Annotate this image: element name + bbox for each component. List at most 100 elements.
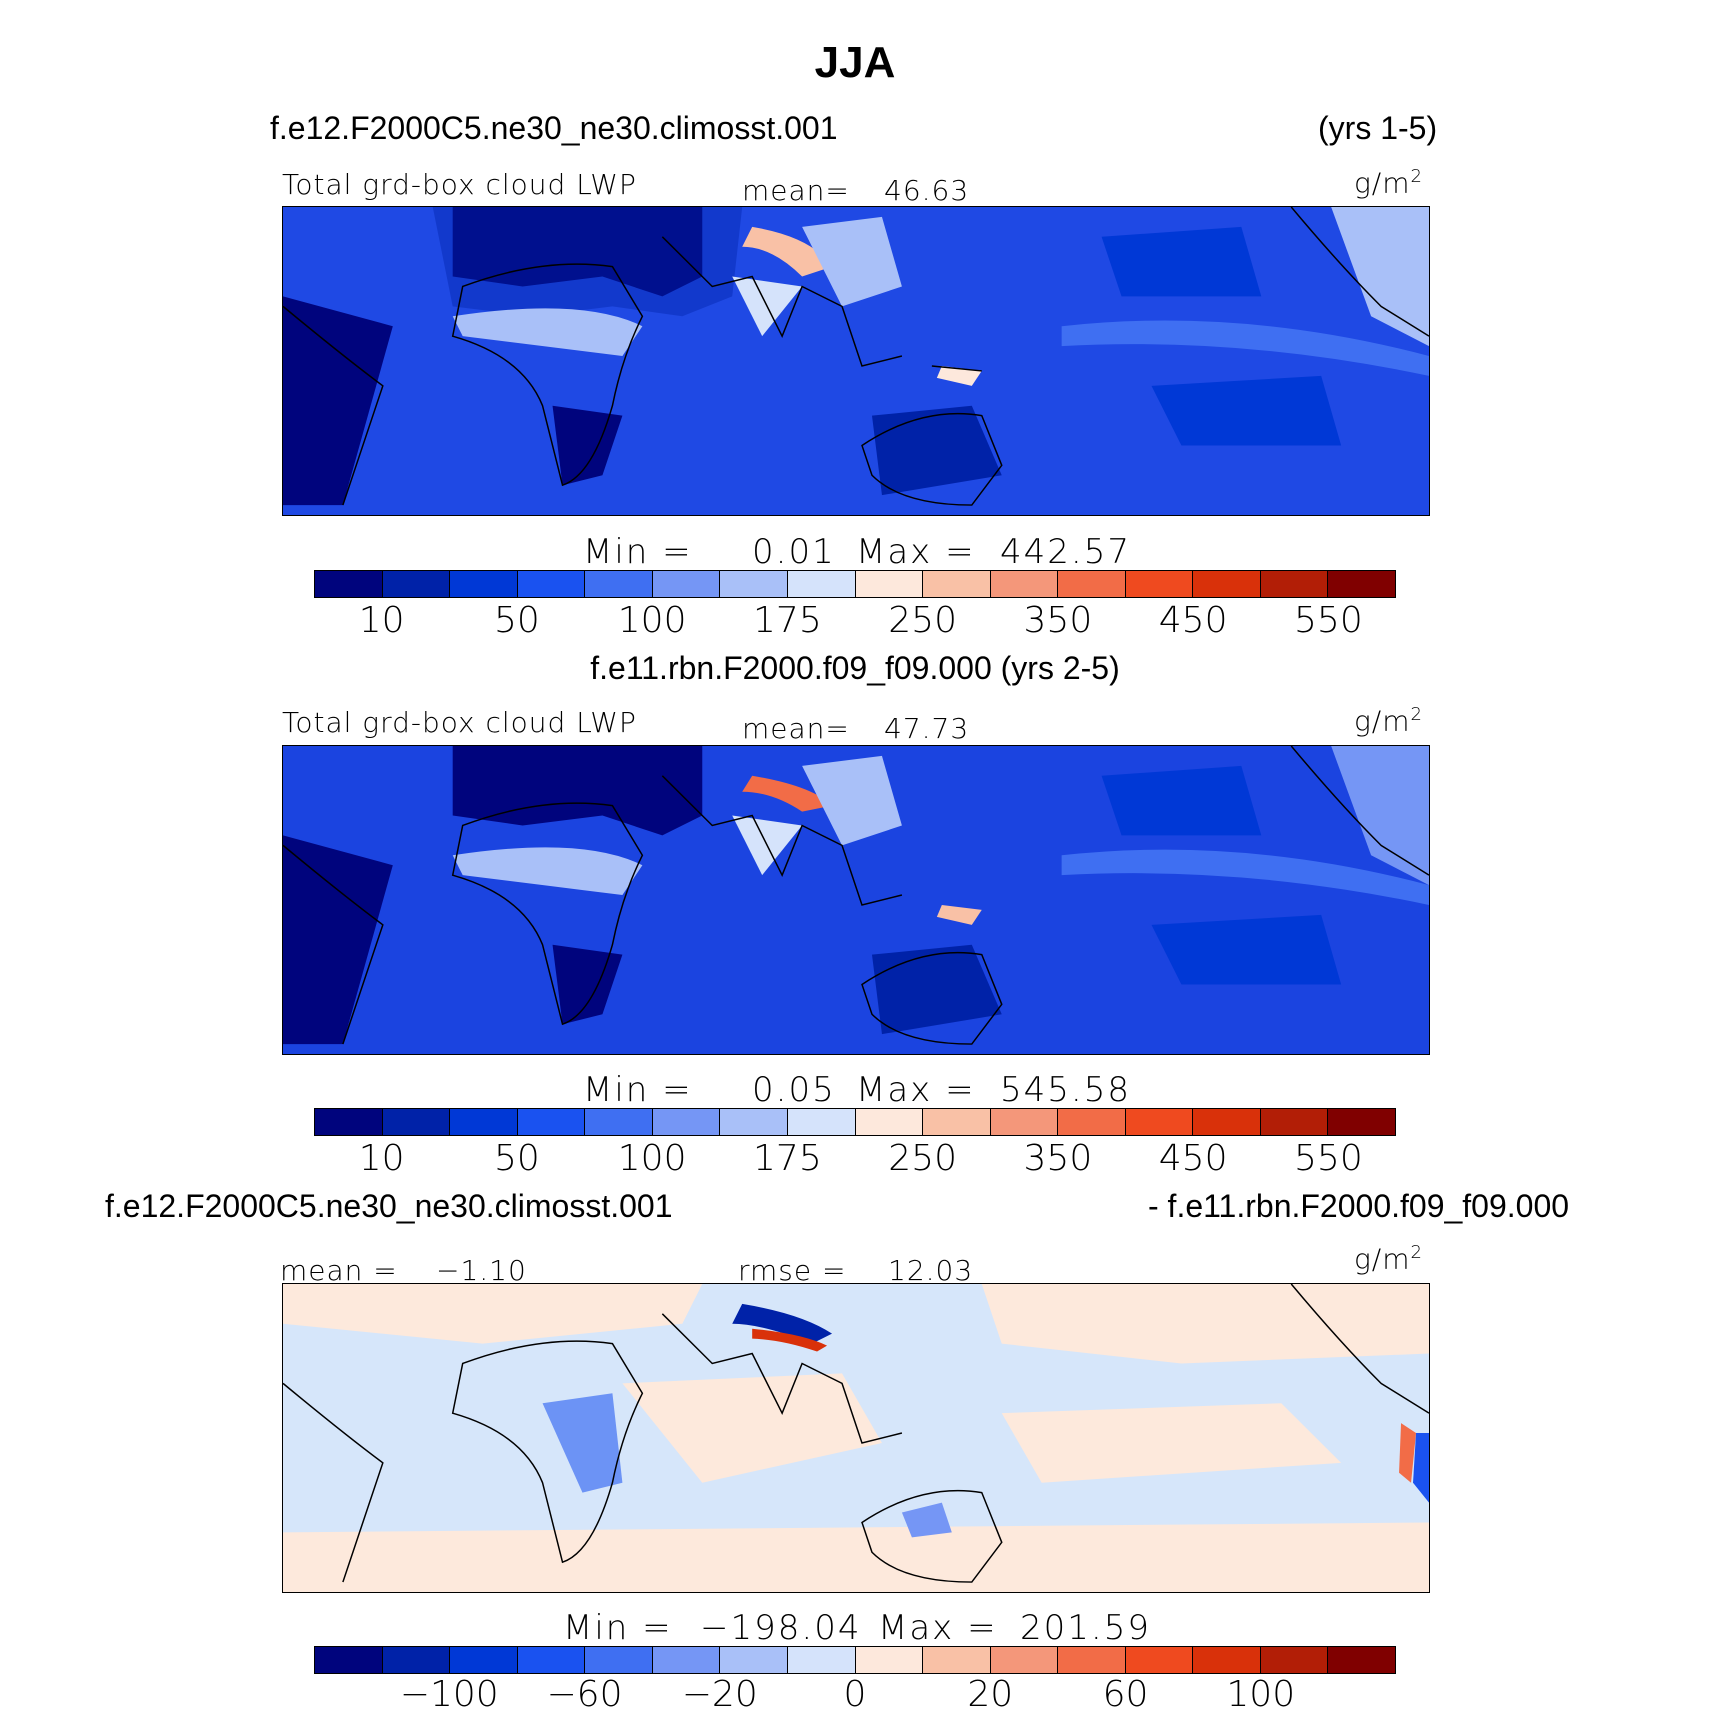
panel1-se-pacific (1151, 375, 1342, 446)
panel1-min-value: 0.01 (752, 532, 836, 572)
panel1-map (282, 206, 1430, 516)
panel1-africa-sahel (452, 308, 643, 357)
panel3-mean-label: mean = (280, 1254, 398, 1287)
colorbar-swatch-0 (315, 571, 383, 597)
colorbar-swatch-7 (787, 1647, 856, 1673)
panel2-africa-sahel (452, 847, 643, 896)
panel2-map (282, 745, 1430, 1055)
colorbar-swatch-5 (652, 1647, 721, 1673)
colorbar-tick-label: 450 (1158, 600, 1228, 641)
colorbar-swatch-2 (450, 1109, 518, 1135)
diff-case-a: f.e12.F2000C5.ne30_ne30.climosst.001 (105, 1188, 673, 1224)
colorbar-swatch-11 (1058, 1647, 1126, 1673)
colorbar-swatch-5 (652, 571, 721, 597)
diff-case-b: - f.e11.rbn.F2000.f09_f09.000 (1148, 1188, 1570, 1224)
colorbar-tick-label: −60 (546, 1674, 623, 1715)
panel3-himalaya-neg (732, 1303, 833, 1344)
panel2-png (936, 904, 982, 925)
colorbar-swatch-11 (1058, 1109, 1126, 1135)
colorbar-swatch-2 (450, 1647, 518, 1673)
top-case-years: (yrs 1-5) (1318, 110, 1438, 146)
panel1-america (1331, 207, 1429, 347)
colorbar-swatch-0 (315, 1109, 383, 1135)
panel2-america (1331, 746, 1429, 886)
panel1-map-svg (283, 207, 1429, 515)
colorbar-swatch-9 (923, 1647, 991, 1673)
panel1-units: g/m2 (1354, 166, 1423, 200)
panel1-png (936, 365, 982, 386)
panel2-max-value: 545.58 (1000, 1070, 1131, 1110)
colorbar-swatch-14 (1260, 1647, 1329, 1673)
colorbar-swatch-6 (720, 1647, 788, 1673)
colorbar-swatch-3 (517, 1647, 586, 1673)
panel3-australia-neg (901, 1502, 952, 1538)
colorbar-swatch-2 (450, 571, 518, 597)
colorbar-swatch-0 (315, 1647, 383, 1673)
colorbar-swatch-13 (1193, 1647, 1261, 1673)
colorbar-swatch-14 (1260, 1109, 1329, 1135)
colorbar-swatch-10 (990, 571, 1059, 597)
panel1-min-label: Min = (583, 532, 693, 572)
panel1-south-america (283, 296, 393, 506)
colorbar-swatch-5 (652, 1109, 721, 1135)
panel2-ne-pacific (1101, 765, 1262, 836)
colorbar-tick-label: 175 (753, 1138, 822, 1179)
panel3-mean-value: −1.10 (436, 1254, 527, 1287)
panel3-america-neg (1413, 1433, 1429, 1503)
colorbar-tick-label: 0 (843, 1674, 867, 1715)
colorbar-swatch-14 (1260, 571, 1329, 597)
colorbar-swatch-8 (855, 571, 924, 597)
colorbar-swatch-10 (990, 1647, 1059, 1673)
colorbar-tick-label: 20 (967, 1674, 1014, 1715)
colorbar-tick-label: 350 (1023, 600, 1093, 641)
colorbar-swatch-15 (1328, 571, 1395, 597)
colorbar-swatch-8 (855, 1647, 924, 1673)
panel3-himalaya-pos (752, 1328, 828, 1352)
colorbar-swatch-1 (382, 1109, 451, 1135)
colorbar-swatch-12 (1125, 1109, 1194, 1135)
colorbar-tick-label: 100 (617, 600, 687, 641)
panel3-warm-indian (622, 1373, 882, 1483)
colorbar-tick-label: −20 (681, 1674, 758, 1715)
colorbar-swatch-13 (1193, 1109, 1261, 1135)
colorbar-tick-label: 50 (493, 600, 540, 641)
panel3-america-pos (1399, 1423, 1417, 1483)
panel3-warm-south (283, 1522, 1429, 1592)
panel2-min-label: Min = (583, 1070, 693, 1110)
panel1-dry-sahara (452, 207, 703, 297)
panel1-dry-sahara-inner (432, 207, 743, 317)
colorbar-tick-label: 550 (1294, 600, 1363, 641)
colorbar-swatch-10 (990, 1109, 1059, 1135)
panel1-asia-band (802, 216, 902, 307)
panel1-max-label: Max = (856, 532, 976, 572)
panel1-mean-value: 46.63 (884, 174, 970, 207)
panel1-mean-label: mean= (742, 174, 850, 207)
colorbar-swatch-7 (787, 1109, 856, 1135)
colorbar-tick-label: 175 (753, 600, 822, 641)
panel1-max-value: 442.57 (1000, 532, 1131, 572)
panel3-max-label: Max = (878, 1608, 998, 1648)
panel1-coastlines (283, 207, 1429, 506)
colorbar-tick-label: 60 (1102, 1674, 1149, 1715)
panel2-colorbar (314, 1108, 1396, 1136)
panel2-max-label: Max = (856, 1070, 976, 1110)
colorbar-swatch-13 (1193, 571, 1261, 597)
panel3-map-svg (283, 1284, 1429, 1592)
colorbar-swatch-9 (923, 1109, 991, 1135)
panel1-himalaya (742, 226, 833, 277)
colorbar-tick-label: 50 (493, 1138, 540, 1179)
colorbar-tick-label: 100 (1226, 1674, 1296, 1715)
colorbar-swatch-1 (382, 1647, 451, 1673)
panel3-warm-mid (1001, 1403, 1342, 1483)
panel2-variable: Total grd-box cloud LWP (282, 706, 637, 739)
colorbar-swatch-3 (517, 1109, 586, 1135)
colorbar-tick-label: 100 (617, 1138, 687, 1179)
top-case-name: f.e12.F2000C5.ne30_ne30.climosst.001 (270, 110, 838, 146)
panel3-colorbar (314, 1646, 1396, 1674)
mid-case-name: f.e11.rbn.F2000.f09_f09.000 (yrs 2-5) (590, 650, 1120, 686)
colorbar-tick-label: 350 (1023, 1138, 1093, 1179)
panel1-colorbar (314, 570, 1396, 598)
panel2-mean-label: mean= (742, 712, 850, 745)
colorbar-swatch-15 (1328, 1109, 1395, 1135)
panel2-mean-value: 47.73 (884, 712, 970, 745)
